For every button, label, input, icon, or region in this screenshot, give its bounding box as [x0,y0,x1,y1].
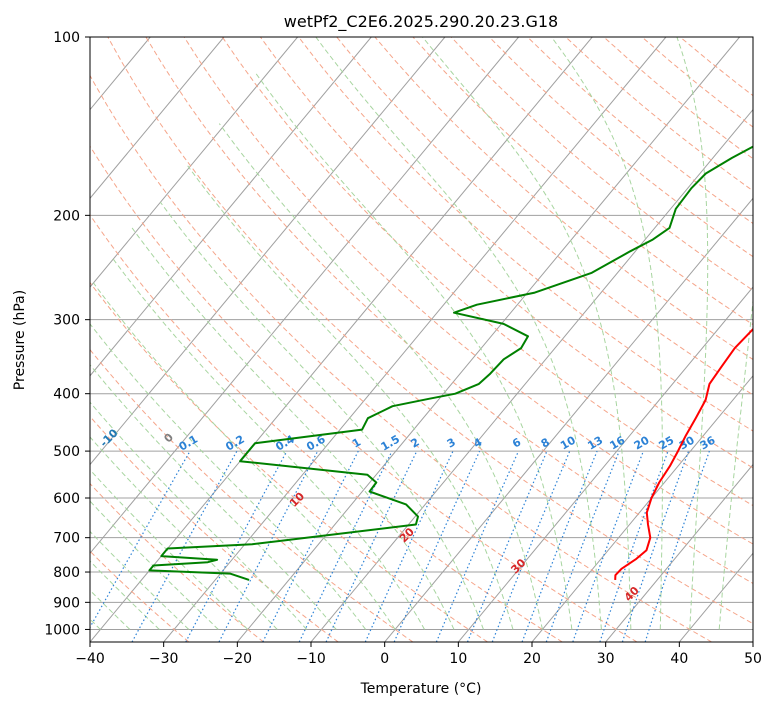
moist-adiabat [551,37,663,630]
dry-adiabat [183,37,753,545]
isotherm-line [605,463,753,642]
mixing-ratio-line [185,450,288,642]
y-tick-label: 600 [53,491,80,507]
dry-adiabat [90,281,488,642]
isotherm-line [90,37,299,288]
isotherm-line [163,37,667,642]
mixing-ratio-line [466,450,548,642]
x-tick-label: −20 [223,651,253,667]
y-tick-label: 900 [53,595,80,611]
isotherm-line [90,37,593,642]
temperature-profile-line [614,327,753,580]
moist-adiabat [315,37,602,630]
moist-adiabats [90,37,753,630]
x-tick-label: 40 [670,651,688,667]
y-tick-label: 200 [53,208,80,224]
pressure-gridlines [90,37,753,630]
isotherm-line [90,37,446,466]
dry-adiabat [412,37,753,326]
moist-adiabat [90,560,160,630]
isotherm-line [90,37,520,555]
y-tick-label: 400 [53,387,80,403]
x-tick-label: 50 [744,651,762,667]
isotherm-line [236,37,741,642]
mixing-ratio-line [393,450,481,642]
moist-adiabat [90,323,366,630]
x-tick-label: −30 [149,651,179,667]
isotherm-line [384,197,753,642]
x-tick-label: 30 [597,651,615,667]
dry-adiabat [107,37,753,625]
y-tick-label: 1000 [44,622,80,638]
isotherm-line [310,108,753,642]
moist-adiabat [187,165,514,630]
x-tick-label: 10 [449,651,467,667]
moist-adiabat [718,296,753,630]
mixing-ratio-line [572,450,644,642]
mixing-ratio-line [435,450,520,642]
dry-adiabat [374,37,753,361]
moist-adiabat [90,468,249,630]
x-tick-label: 20 [523,651,541,667]
x-tick-label: −40 [75,651,105,667]
moist-adiabat [676,37,709,630]
plot-frame [89,36,754,643]
isotherm-line [90,37,225,200]
mixing-ratio-line [644,450,710,642]
y-axis-title: Pressure (hPa) [12,290,28,390]
x-tick-label: 0 [380,651,389,667]
dewpoint-profile-line [148,145,753,581]
moist-adiabat [90,364,337,630]
moist-adiabat [111,256,426,630]
moist-adiabat [92,282,396,630]
skewed-isotherms [90,37,753,642]
chart-title: wetPf2_C2E6.2025.290.20.23.G18 [284,12,558,32]
moist-adiabat [159,201,484,630]
dry-adiabat [259,37,753,469]
isotherm-line [457,286,753,642]
dry-adiabat [145,37,753,584]
moist-adiabat [131,227,455,630]
dry-adiabat [90,214,563,642]
isotherm-line [531,375,753,642]
mixing-ratio-line [262,450,359,642]
mixing-ratio-line [621,450,690,642]
y-tick-label: 500 [53,444,80,460]
x-axis-title: Temperature (°C) [360,681,482,697]
moist-adiabat [90,500,219,630]
mixing-ratio-line [545,450,620,642]
moist-adiabat [90,401,308,630]
moist-adiabat [218,123,543,630]
isotherm-line [90,37,372,377]
x-tick-label: −10 [296,651,326,667]
moist-adiabat [90,530,190,630]
y-axis-ticks: 100 200 300 400 500 600 700 800 900 1000 [44,30,90,638]
moist-adiabat [422,37,632,630]
profile-series [148,145,753,581]
plot-area: 0.10.20.40.611.52346810131620253036-100-… [90,37,753,642]
mixing-ratio-line [521,450,598,642]
y-tick-label: 300 [53,313,80,329]
moist-adiabat [90,436,278,630]
dry-adiabat [90,482,264,642]
y-tick-label: 800 [53,565,80,581]
dry-adiabat [90,74,712,642]
y-tick-label: 100 [53,30,80,46]
x-axis-ticks: −40 −30 −20 −10 0 10 20 30 40 50 [75,642,762,667]
y-tick-label: 700 [53,531,80,547]
mixing-ratio-line [491,450,571,642]
dry-adiabat [90,348,414,642]
moist-adiabat [90,589,131,630]
mixing-ratio-line [599,450,669,642]
